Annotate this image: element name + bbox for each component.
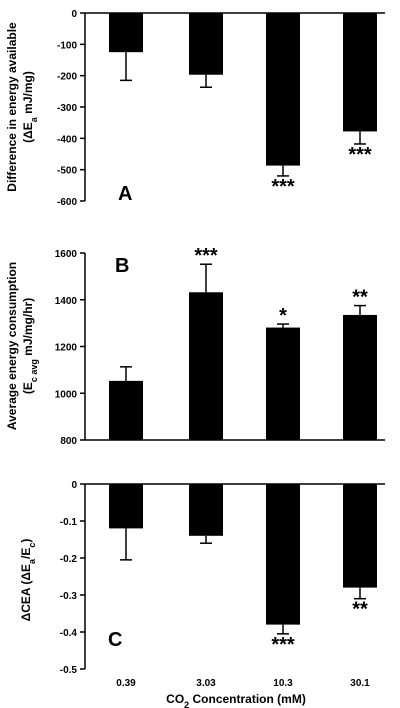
x-category-label: 30.1 bbox=[350, 678, 370, 689]
significance-marker: *** bbox=[271, 634, 295, 656]
panel-b-label: B bbox=[115, 255, 129, 277]
significance-marker: ** bbox=[352, 287, 368, 309]
bar bbox=[343, 13, 377, 132]
significance-marker: ** bbox=[352, 599, 368, 621]
y-tick-label: -0.3 bbox=[60, 591, 78, 602]
significance-marker: *** bbox=[348, 144, 372, 166]
y-tick-label: 1400 bbox=[55, 296, 78, 307]
bar bbox=[109, 13, 143, 53]
panel-c-ylabel: ΔCEA (ΔEa/Ec) bbox=[19, 539, 37, 622]
y-tick-label: -0.1 bbox=[60, 517, 78, 528]
y-tick-label: -400 bbox=[57, 134, 77, 145]
bar bbox=[266, 327, 300, 440]
y-tick-label: -0.4 bbox=[60, 628, 78, 639]
bar bbox=[266, 484, 300, 625]
y-tick-label: 800 bbox=[60, 436, 77, 447]
panel-b: Average energy consumption (Ec avg mJ/mg… bbox=[5, 245, 385, 447]
significance-marker: *** bbox=[194, 245, 218, 267]
x-category-label: 10.3 bbox=[273, 678, 293, 689]
panel-c-label: C bbox=[108, 629, 122, 651]
bar bbox=[189, 484, 223, 536]
x-category-label: 3.03 bbox=[196, 678, 216, 689]
bar bbox=[109, 484, 143, 529]
y-tick-label: -200 bbox=[57, 72, 77, 83]
significance-marker: *** bbox=[271, 176, 295, 198]
bar bbox=[189, 292, 223, 440]
bar bbox=[109, 380, 143, 440]
bar bbox=[343, 484, 377, 588]
significance-marker: * bbox=[279, 305, 287, 327]
panel-a: Difference in energy available (ΔEa mJ/m… bbox=[5, 9, 385, 208]
panel-a-ylabel-line2: (ΔEa mJ/mg) bbox=[21, 71, 39, 143]
y-tick-label: -100 bbox=[57, 40, 77, 51]
y-tick-label: 1600 bbox=[55, 249, 78, 260]
y-tick-label: -300 bbox=[57, 103, 77, 114]
y-tick-label: 1200 bbox=[55, 343, 78, 354]
y-tick-label: -0.2 bbox=[60, 554, 78, 565]
y-tick-label: 0 bbox=[71, 480, 77, 491]
y-tick-label: 1000 bbox=[55, 389, 78, 400]
bar bbox=[343, 314, 377, 440]
panel-a-label: A bbox=[118, 183, 132, 205]
y-tick-label: -600 bbox=[57, 197, 77, 208]
bar bbox=[189, 13, 223, 75]
panel-b-ylabel-line2: (Ec avg mJ/mg/hr) bbox=[21, 298, 39, 394]
x-category-label: 0.39 bbox=[116, 678, 136, 689]
panel-c: ΔCEA (ΔEa/Ec) 0-0.1-0.2-0.3-0.4-0.5 ****… bbox=[19, 480, 385, 676]
y-tick-label: 0 bbox=[71, 9, 77, 20]
y-tick-label: -500 bbox=[57, 166, 77, 177]
bar bbox=[266, 13, 300, 166]
panel-b-ylabel-line1: Average energy consumption bbox=[5, 262, 19, 430]
y-tick-label: -0.5 bbox=[60, 665, 78, 676]
x-axis-label: CO2 Concentration (mM) bbox=[166, 692, 306, 708]
panel-a-ylabel-line1: Difference in energy available bbox=[5, 22, 19, 192]
